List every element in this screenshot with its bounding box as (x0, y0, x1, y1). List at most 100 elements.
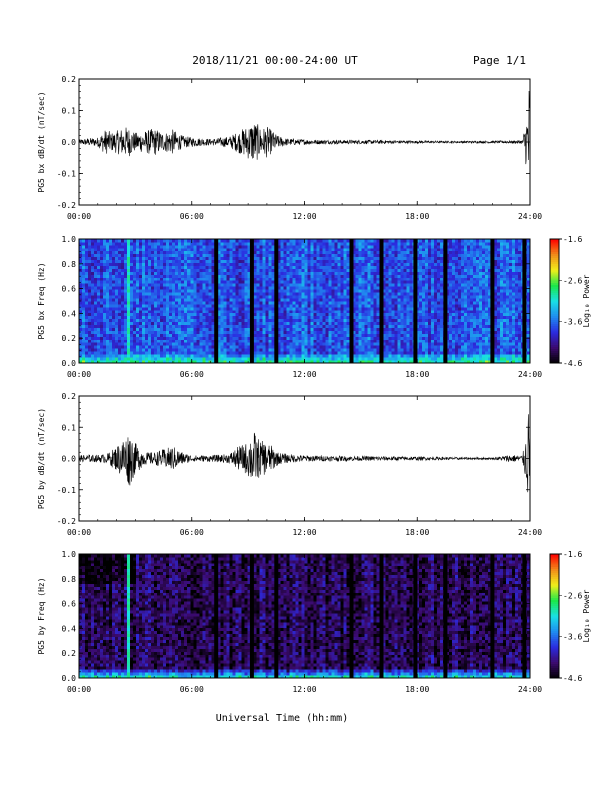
spectrogram-cell (94, 289, 98, 293)
spectrogram-cell (154, 301, 158, 305)
spectrogram-cell (115, 239, 119, 243)
spectrogram-cell (136, 324, 140, 328)
spectrogram-cell (166, 247, 170, 252)
spectrogram-cell (271, 247, 275, 252)
spectrogram-cell (310, 250, 314, 255)
spectrogram-cell (328, 295, 332, 299)
spectrogram-cell (145, 298, 149, 302)
spectrogram-cell (418, 292, 423, 296)
spectrogram-cell (388, 295, 393, 299)
spectrogram-cell (196, 265, 200, 269)
spectrogram-cell (115, 268, 119, 272)
spectrogram-cell (133, 289, 137, 293)
spectrogram-cell (106, 274, 110, 278)
spectrogram-cell (295, 336, 299, 340)
spectrogram-cell (409, 283, 414, 287)
spectrogram-cell (301, 250, 305, 255)
spectrogram-cell (307, 298, 311, 302)
spectrogram-cell (328, 348, 332, 352)
spectrogram-cell (361, 324, 366, 328)
spectrogram-cell (295, 351, 299, 355)
spectrogram-cell (328, 351, 332, 355)
spectrogram-cell (211, 342, 215, 346)
spectrogram-cell (136, 247, 140, 252)
spectrogram-cell (376, 354, 381, 358)
spectrogram-cell (421, 292, 426, 296)
spectrogram-cell (184, 306, 188, 311)
spectrogram-cell (94, 241, 98, 246)
spectrogram-cell (247, 339, 251, 343)
spectrogram-cell (337, 345, 341, 349)
spectrogram-cell (328, 309, 332, 314)
spectrogram-cell (409, 324, 414, 328)
spectrogram-cell (187, 315, 191, 320)
spectrogram-cell (199, 241, 203, 246)
spectrogram-cell (205, 330, 209, 334)
spectrogram-cell (295, 244, 299, 249)
spectrogram-cell (208, 271, 212, 275)
spectrogram-cell (229, 247, 233, 252)
spectrogram-cell (322, 247, 326, 252)
spectrogram-cell (268, 277, 272, 281)
spectrogram-cell (199, 318, 203, 323)
spectrogram-cell (166, 274, 170, 278)
spectrogram-cell (103, 265, 107, 269)
spectrogram-cell (196, 339, 200, 343)
spectrogram-cell (283, 336, 287, 340)
spectrogram-cell (262, 327, 266, 331)
spectrogram-cell (220, 271, 224, 275)
spectrogram-cell (160, 327, 164, 331)
spectrogram-cell (385, 253, 390, 258)
spectrogram-cell (373, 292, 378, 296)
spectrogram-cell (421, 321, 426, 326)
spectrogram-cell (286, 318, 290, 323)
spectrogram-cell (352, 336, 357, 340)
spectrogram-cell (169, 244, 173, 249)
spectrogram-cell (331, 244, 335, 249)
spectrogram-cell (322, 274, 326, 278)
spectrogram-cell (331, 330, 335, 334)
spectrogram-cell (208, 312, 212, 317)
spectrogram-cell (400, 318, 405, 323)
spectrogram-cell (424, 256, 429, 261)
spectrogram-cell (265, 244, 269, 249)
spectrogram-cell (400, 321, 405, 326)
spectrogram-cell (100, 342, 104, 346)
spectrogram-cell (175, 354, 179, 358)
spectrogram-cell (364, 354, 369, 358)
spectrogram-cell (154, 336, 158, 340)
spectrogram-cell (148, 244, 152, 249)
spectrogram-cell (418, 256, 423, 261)
spectrogram-cell (253, 345, 257, 349)
spectrogram-cell (145, 295, 149, 299)
spectrogram-cell (229, 312, 233, 317)
spectrogram-cell (340, 312, 344, 317)
spectrogram-cell (406, 256, 411, 261)
spectrogram-cell (256, 244, 260, 249)
spectrogram-cell (424, 262, 429, 266)
spectrogram-cell (142, 295, 146, 299)
spectrogram-cell (178, 250, 182, 255)
spectrogram-cell (124, 280, 128, 284)
spectrogram-cell (361, 289, 366, 293)
spectrogram-cell (172, 301, 176, 305)
spectrogram-cell (406, 283, 411, 287)
spectrogram-cell (127, 292, 131, 296)
spectrogram-cell (409, 351, 414, 355)
spectrogram-cell (154, 321, 158, 326)
spectrogram-cell (124, 342, 128, 346)
spectrogram-cell (175, 324, 179, 328)
spectrogram-cell (97, 244, 101, 249)
spectrogram-cell (160, 342, 164, 346)
spectrogram-cell (373, 360, 378, 364)
spectrogram-cell (145, 321, 149, 326)
spectrogram-cell (229, 244, 233, 249)
spectrogram-cell (226, 357, 230, 361)
spectrogram-cell (106, 360, 110, 364)
spectrogram-cell (370, 292, 375, 296)
spectrogram-cell (295, 357, 299, 361)
spectrogram-cell (100, 312, 104, 317)
spectrogram-cell (229, 289, 233, 293)
spectrogram-cell (247, 315, 251, 320)
